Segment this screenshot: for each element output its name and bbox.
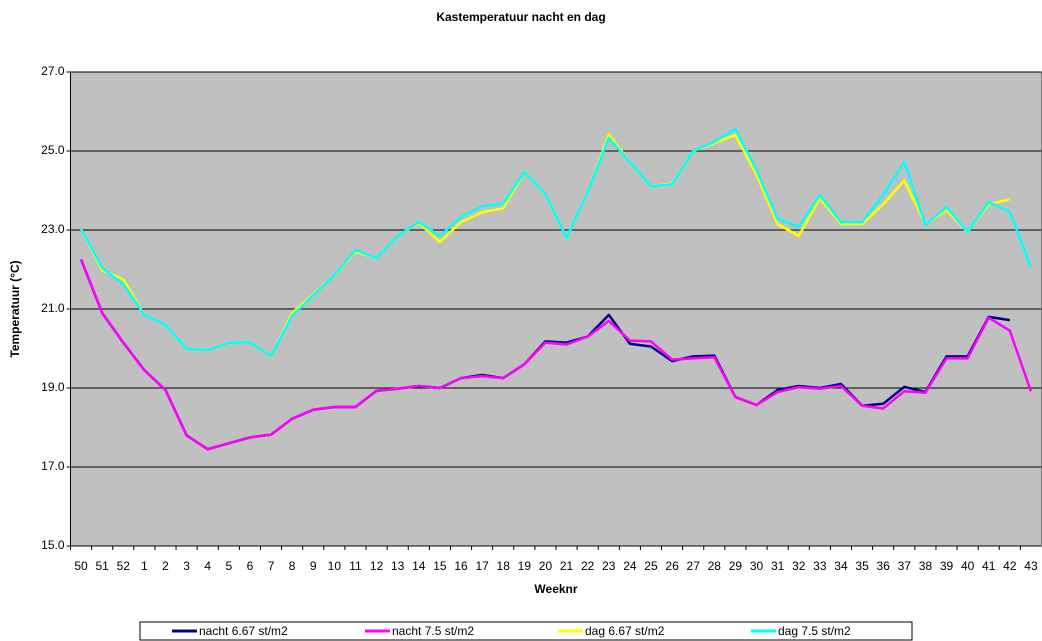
chart-title: Kastemperatuur nacht en dag: [436, 10, 605, 24]
x-tick-label: 21: [560, 559, 574, 573]
x-tick-label: 7: [268, 559, 275, 573]
x-tick-label: 39: [940, 559, 954, 573]
x-tick-label: 33: [813, 559, 827, 573]
x-tick-label: 6: [247, 559, 254, 573]
y-tick-label: 17.0: [41, 459, 65, 473]
x-tick-label: 12: [370, 559, 384, 573]
x-tick-label: 15: [433, 559, 447, 573]
y-tick-label: 25.0: [41, 143, 65, 157]
x-tick-label: 27: [687, 559, 701, 573]
x-axis-label: Weeknr: [534, 582, 577, 596]
line-series: [79, 127, 1033, 358]
x-tick-label: 22: [581, 559, 595, 573]
x-tick-label: 17: [475, 559, 489, 573]
x-tick-label: 40: [961, 559, 975, 573]
x-tick-label: 41: [982, 559, 996, 573]
x-tick-label: 5: [225, 559, 232, 573]
y-tick-label: 21.0: [41, 301, 65, 315]
x-tick-label: 18: [497, 559, 511, 573]
legend-label: nacht 7.5 st/m2: [392, 624, 474, 638]
legend-label: dag 6.67 st/m2: [585, 624, 665, 638]
x-tick-label: 11: [349, 559, 362, 573]
x-tick-label: 1: [141, 559, 148, 573]
x-tick-label: 2: [162, 559, 169, 573]
legend-box: [139, 621, 913, 641]
x-tick-label: 13: [391, 559, 405, 573]
x-tick-label: 8: [289, 559, 296, 573]
x-tick-label: 35: [855, 559, 869, 573]
x-tick-label: 38: [919, 559, 933, 573]
x-tick-label: 19: [518, 559, 532, 573]
x-tick-label: 32: [792, 559, 806, 573]
x-tick-label: 9: [310, 559, 317, 573]
y-axis-label: Temperatuur (°C): [8, 260, 22, 357]
x-tick-label: 14: [412, 559, 426, 573]
x-tick-label: 31: [771, 559, 785, 573]
x-tick-label: 25: [644, 559, 658, 573]
x-tick-label: 42: [1003, 559, 1017, 573]
legend-label: nacht 6.67 st/m2: [199, 624, 288, 638]
x-tick-label: 26: [665, 559, 679, 573]
y-tick-label: 27.0: [41, 64, 65, 78]
x-tick-label: 16: [454, 559, 468, 573]
x-tick-label: 10: [328, 559, 342, 573]
y-tick-label: 23.0: [41, 222, 65, 236]
y-tick-label: 15.0: [41, 538, 65, 552]
x-tick-label: 30: [750, 559, 764, 573]
x-tick-label: 3: [183, 559, 190, 573]
legend-label: dag 7.5 st/m2: [778, 624, 851, 638]
y-tick-label: 19.0: [41, 380, 65, 394]
x-tick-label: 43: [1024, 559, 1038, 573]
line-series: [79, 259, 1033, 451]
x-tick-label: 34: [834, 559, 848, 573]
x-tick-label: 4: [204, 559, 211, 573]
x-tick-label: 23: [602, 559, 616, 573]
x-tick-label: 37: [898, 559, 912, 573]
x-tick-label: 28: [708, 559, 722, 573]
x-tick-label: 24: [623, 559, 637, 573]
x-tick-label: 52: [117, 559, 131, 573]
x-tick-label: 20: [539, 559, 553, 573]
x-tick-label: 50: [74, 559, 88, 573]
x-tick-label: 51: [95, 559, 109, 573]
x-tick-label: 29: [729, 559, 743, 573]
x-tick-label: 36: [877, 559, 891, 573]
